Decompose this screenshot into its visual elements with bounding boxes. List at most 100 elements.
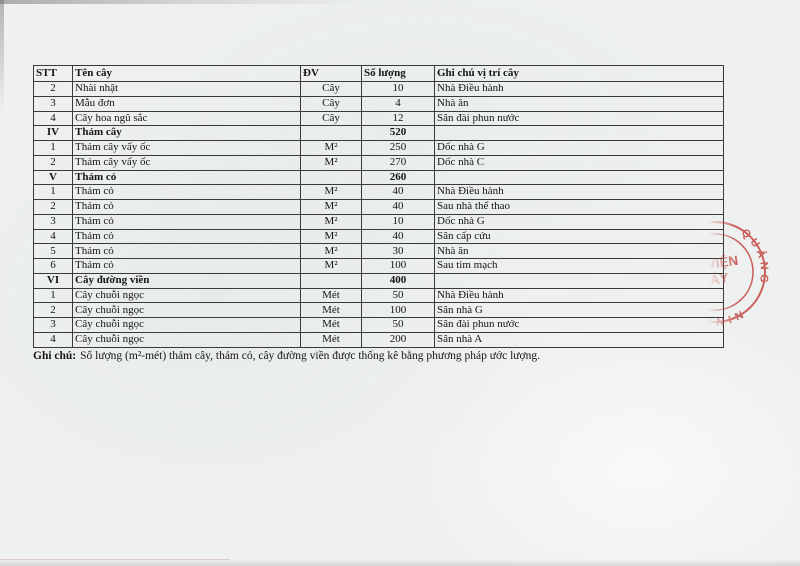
cell-stt: 4 (33, 110, 73, 127)
cell-stt: 3 (33, 317, 73, 334)
cell-qty: 40 (361, 228, 435, 245)
cell-unit: M² (300, 258, 362, 274)
cell-name: Thảm cây vẩy ốc (72, 140, 301, 156)
cell-note: Dốc nhà G (434, 140, 724, 156)
cell-name: Thảm cỏ (72, 199, 301, 215)
scan-edge-left (0, 0, 4, 115)
cell-stt: 2 (33, 199, 73, 215)
note-label: Ghi chú: (33, 350, 77, 362)
note-text: Số lượng (m²-mét) thảm cây, thảm cỏ, cây… (80, 350, 540, 362)
cell-stt: 1 (33, 184, 73, 201)
cell-qty: 400 (361, 272, 435, 289)
cell-unit: M² (300, 243, 362, 260)
cell-stt: 1 (33, 287, 73, 304)
cell-qty: 270 (361, 154, 435, 171)
table-row: 2 Thảm cây vẩy ốc M² 270 Dốc nhà C (33, 154, 724, 171)
table-row: 4 Thảm cỏ M² 40 Sân cấp cứu (33, 228, 724, 245)
scan-edge-bottom-line (0, 559, 230, 560)
cell-note: Sân nhà A (434, 332, 724, 348)
table-row: 3 Cây chuỗi ngọc Mét 50 Sân đài phun nước (33, 317, 724, 334)
cell-note: Dốc nhà C (434, 154, 724, 171)
cell-stt: V (33, 169, 73, 186)
scan-edge-bottom (0, 559, 800, 566)
cell-qty: 30 (361, 243, 435, 260)
cell-stt: 5 (33, 243, 73, 260)
cell-note (434, 272, 724, 289)
cell-note: Nhà ăn (434, 243, 724, 260)
cell-name: Cây chuỗi ngọc (72, 332, 301, 348)
cell-note: Nhà ăn (434, 95, 724, 112)
cell-stt: 4 (33, 332, 73, 348)
cell-stt: 2 (33, 81, 73, 97)
cell-stt: 3 (33, 213, 73, 230)
cell-note: Sân đài phun nước (434, 317, 724, 334)
cell-name: Mẫu đơn (72, 95, 301, 112)
cell-note: Sau nhà thể thao (434, 199, 724, 215)
table-header-row: STT Tên cây ĐV Số lượng Ghi chú vị trí c… (33, 65, 724, 82)
cell-stt: 2 (33, 302, 73, 319)
table-row: 3 Mẫu đơn Cây 4 Nhà ăn (33, 95, 724, 112)
table-row: 2 Thảm cỏ M² 40 Sau nhà thể thao (33, 199, 724, 215)
table-row: 1 Thảm cây vẩy ốc M² 250 Dốc nhà G (33, 140, 724, 156)
cell-name: Nhài nhật (72, 81, 301, 97)
table-row: 1 Thảm cỏ M² 40 Nhà Điều hành (33, 184, 724, 201)
cell-qty: 40 (361, 184, 435, 201)
cell-unit (300, 125, 362, 142)
cell-name: Thảm cỏ (72, 228, 301, 245)
table-row: 2 Nhài nhật Cây 10 Nhà Điều hành (33, 81, 724, 97)
cell-qty: 520 (361, 125, 435, 142)
cell-unit (300, 272, 362, 289)
cell-unit: M² (300, 154, 362, 171)
cell-stt: 1 (33, 140, 73, 156)
header-note: Ghi chú vị trí cây (434, 65, 724, 82)
table-row: IV Thảm cây 520 (33, 125, 724, 142)
cell-unit: Cây (300, 110, 362, 127)
cell-unit: Mét (300, 332, 362, 348)
table-row: 3 Thảm cỏ M² 10 Dốc nhà G (33, 213, 724, 230)
table-body: 2 Nhài nhật Cây 10 Nhà Điều hành 3 Mẫu đơn Cây 4… (33, 81, 724, 348)
cell-name: Cây hoa ngũ sắc (72, 110, 301, 127)
cell-unit (300, 169, 362, 186)
cell-unit: M² (300, 213, 362, 230)
header-stt: STT (33, 65, 73, 82)
svg-text:QUẢNG: QUẢNG (739, 227, 770, 287)
plant-inventory-table: STT Tên cây ĐV Số lượng Ghi chú vị trí c… (33, 65, 724, 348)
stamp-ring-text-quang: QUẢNG (739, 227, 767, 287)
cell-unit: Mét (300, 287, 362, 304)
scan-edge-top (0, 0, 430, 4)
cell-qty: 10 (361, 81, 435, 97)
table-row: 1 Cây chuỗi ngọc Mét 50 Nhà Điều hành (33, 287, 724, 304)
cell-qty: 40 (361, 199, 435, 215)
cell-qty: 100 (361, 258, 435, 274)
cell-qty: 200 (361, 332, 435, 348)
cell-qty: 12 (361, 110, 435, 127)
cell-qty: 4 (361, 95, 435, 112)
cell-stt: VI (33, 272, 73, 289)
table-row: 4 Cây chuỗi ngọc Mét 200 Sân nhà A (33, 332, 724, 348)
cell-unit: M² (300, 140, 362, 156)
cell-unit: Cây (300, 95, 362, 112)
cell-note: Sân nhà G (434, 302, 724, 319)
header-unit: ĐV (300, 65, 362, 82)
cell-qty: 10 (361, 213, 435, 230)
cell-note: Sau tim mạch (434, 258, 724, 274)
cell-unit: M² (300, 184, 362, 201)
cell-name: Thảm cây vẩy ốc (72, 154, 301, 171)
cell-unit: Mét (300, 302, 362, 319)
cell-stt: IV (33, 125, 73, 142)
cell-note: Nhà Điều hành (434, 81, 724, 97)
table-row: V Thảm cỏ 260 (33, 169, 724, 186)
cell-name: Thảm cỏ (72, 258, 301, 274)
cell-name: Thảm cỏ (72, 169, 301, 186)
table-row: 5 Thảm cỏ M² 30 Nhà ăn (33, 243, 724, 260)
table-row: 2 Cây chuỗi ngọc Mét 100 Sân nhà G (33, 302, 724, 319)
cell-name: Thảm cây (72, 125, 301, 142)
cell-qty: 50 (361, 287, 435, 304)
cell-unit: Mét (300, 317, 362, 334)
cell-name: Cây chuỗi ngọc (72, 317, 301, 334)
cell-note: Nhà Điều hành (434, 184, 724, 201)
cell-stt: 6 (33, 258, 73, 274)
cell-unit: M² (300, 228, 362, 245)
cell-qty: 50 (361, 317, 435, 334)
